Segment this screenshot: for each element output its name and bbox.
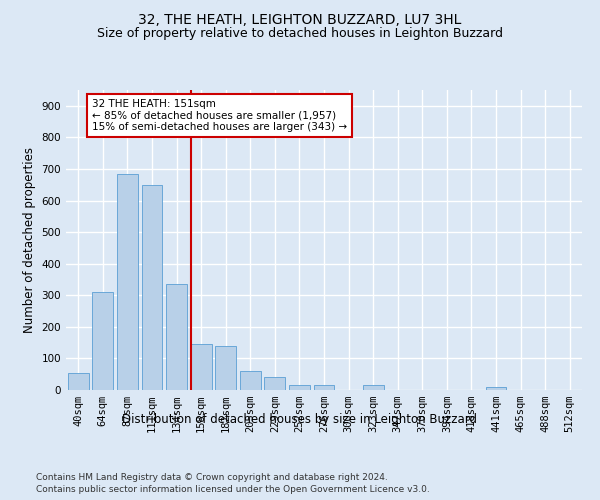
Text: 32, THE HEATH, LEIGHTON BUZZARD, LU7 3HL: 32, THE HEATH, LEIGHTON BUZZARD, LU7 3HL [139,12,461,26]
Y-axis label: Number of detached properties: Number of detached properties [23,147,36,333]
Text: Size of property relative to detached houses in Leighton Buzzard: Size of property relative to detached ho… [97,28,503,40]
Bar [289,386,310,390]
Bar [314,386,334,390]
Bar [215,346,236,390]
Bar [362,386,383,390]
Bar [166,284,187,390]
Bar [117,174,138,390]
Bar [485,387,506,390]
Text: Contains public sector information licensed under the Open Government Licence v3: Contains public sector information licen… [36,485,430,494]
Bar [191,344,212,390]
Bar [265,378,286,390]
Bar [92,292,113,390]
Bar [68,372,89,390]
Text: 32 THE HEATH: 151sqm
← 85% of detached houses are smaller (1,957)
15% of semi-de: 32 THE HEATH: 151sqm ← 85% of detached h… [92,99,347,132]
Text: Distribution of detached houses by size in Leighton Buzzard: Distribution of detached houses by size … [122,412,478,426]
Bar [240,371,261,390]
Text: Contains HM Land Registry data © Crown copyright and database right 2024.: Contains HM Land Registry data © Crown c… [36,472,388,482]
Bar [142,184,163,390]
